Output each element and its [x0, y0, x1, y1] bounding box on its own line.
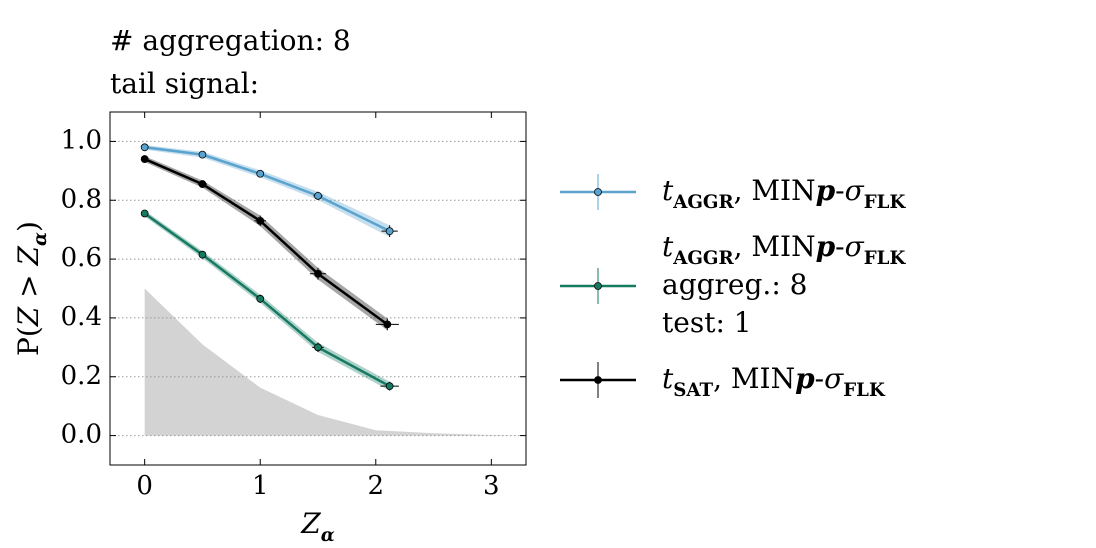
shaded-area [144, 288, 526, 436]
point [198, 250, 207, 259]
point [314, 269, 322, 278]
point [140, 209, 149, 218]
legend-label: tAGGR, MINp-σFLK [662, 230, 906, 269]
y-axis-label: P(Z > Zα) [12, 221, 51, 356]
text-part: SAT [673, 380, 713, 401]
text-part: p [816, 174, 836, 207]
text-part: t [662, 362, 674, 395]
legend-marker [594, 376, 602, 384]
point [385, 382, 394, 391]
text-part: test: 1 [662, 306, 752, 339]
text-part: ) [12, 221, 45, 232]
text-part: # aggregation: 8 [110, 24, 351, 57]
x-tick-label: 2 [368, 471, 385, 501]
legend-label: aggreg.: 8 [662, 268, 807, 301]
legend-marker [594, 282, 602, 290]
text-part: P( [12, 326, 45, 356]
point [314, 191, 322, 200]
x-tick-label: 3 [483, 471, 500, 501]
legend-label: test: 1 [662, 306, 752, 339]
text-part: t [662, 230, 674, 263]
point [314, 343, 322, 352]
text-part: AGGR [672, 248, 734, 269]
text-part: p [795, 362, 815, 395]
chart-title: # aggregation: 8 [110, 24, 351, 57]
y-tick-label: 0.0 [61, 420, 102, 450]
x-tick-label: 0 [136, 471, 153, 501]
x-tick-label: 1 [252, 471, 269, 501]
chart-title: tail signal: [110, 67, 259, 100]
point [140, 155, 149, 163]
text-part: , MIN [734, 230, 816, 263]
text-part: t [662, 174, 674, 207]
series-line [144, 146, 391, 233]
y-tick-label: 0.4 [61, 302, 102, 332]
text-part: Z [12, 245, 45, 266]
plot-frame [109, 111, 527, 466]
y-tick-label: 1.0 [61, 125, 102, 155]
text-part: FLK [864, 248, 907, 269]
text-part: α [321, 525, 335, 546]
text-part: - [835, 174, 844, 207]
legend-marker [594, 188, 602, 196]
legend-label: tSAT, MINp-σFLK [662, 362, 886, 401]
text-part: aggreg.: 8 [662, 268, 807, 301]
text-part: Z [300, 507, 321, 540]
point [198, 150, 207, 159]
text-part: - [835, 230, 844, 263]
y-tick-label: 0.2 [61, 361, 102, 391]
point [385, 227, 394, 236]
x-axis-label: Zα [300, 507, 334, 546]
text-part: σ [845, 230, 865, 263]
point [256, 216, 265, 225]
point [256, 294, 265, 303]
text-part: AGGR [672, 192, 734, 213]
text-part: , MIN [713, 362, 795, 395]
point [198, 180, 207, 188]
y-tick-label: 0.6 [61, 243, 102, 273]
text-part: FLK [843, 380, 886, 401]
text-part: α [30, 232, 51, 246]
point [140, 143, 149, 152]
point [383, 320, 392, 329]
y-tick-label: 0.8 [61, 184, 102, 214]
legend-label: tAGGR, MINp-σFLK [662, 174, 906, 213]
text-part: Z [12, 306, 45, 327]
text-part: tail signal: [110, 67, 259, 100]
text-part: , MIN [734, 174, 816, 207]
text-part: σ [845, 174, 865, 207]
text-part: > [12, 265, 45, 306]
text-part: - [815, 362, 824, 395]
point [256, 169, 265, 178]
text-part: FLK [864, 192, 907, 213]
text-part: σ [824, 362, 844, 395]
text-part: p [816, 230, 836, 263]
